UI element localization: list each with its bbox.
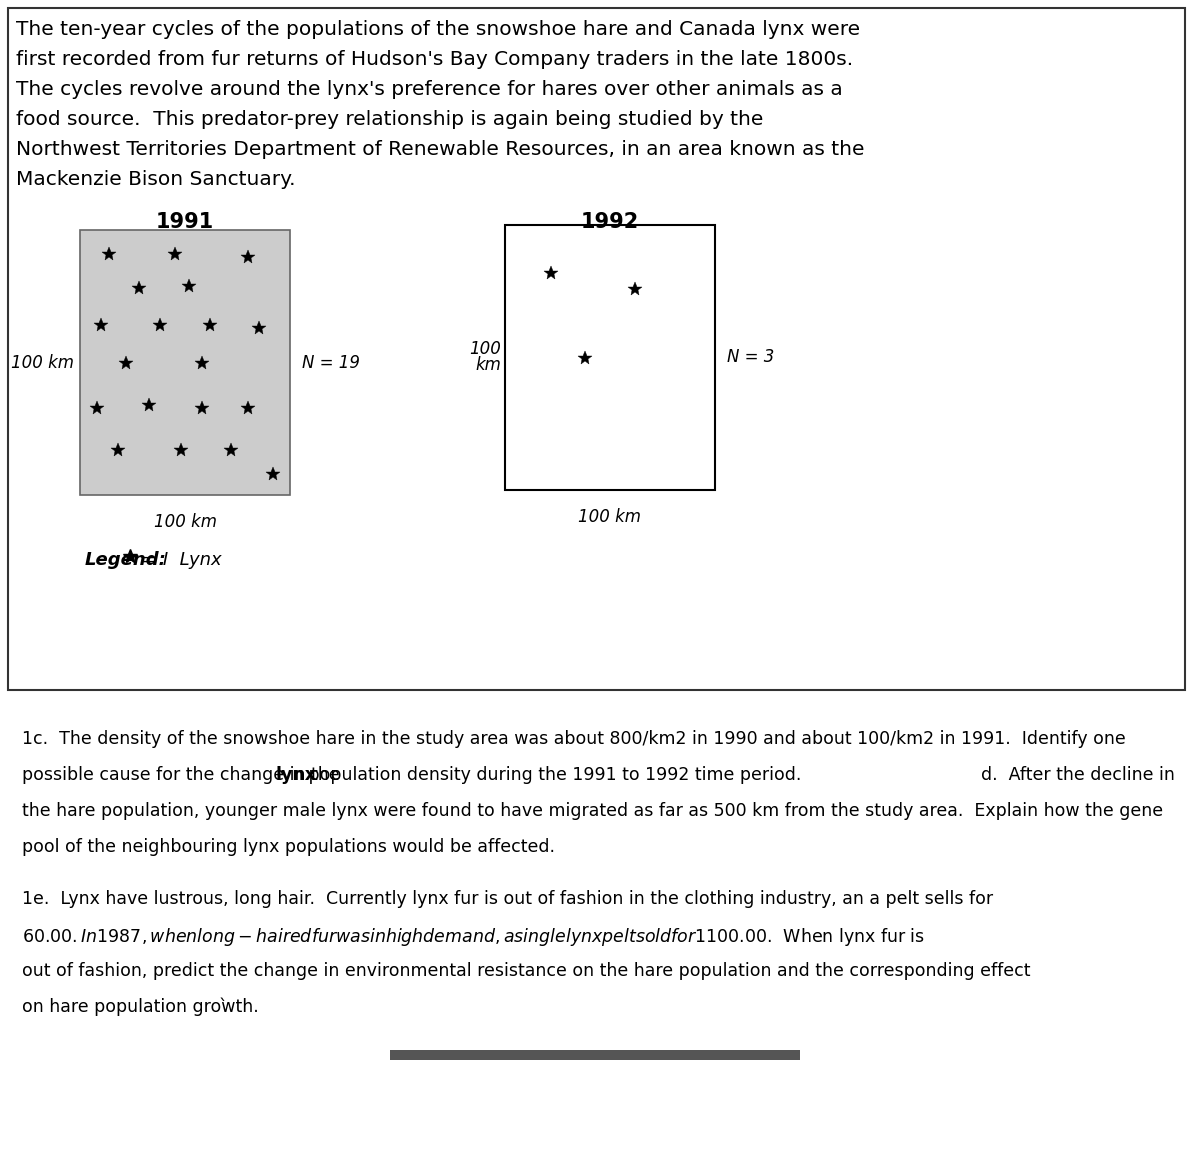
- Text: food source.  This predator-prey relationship is again being studied by the: food source. This predator-prey relation…: [16, 109, 763, 129]
- Text: the hare population, younger male lynx were found to have migrated as far as 500: the hare population, younger male lynx w…: [22, 802, 1163, 820]
- Text: N = 19: N = 19: [302, 354, 360, 371]
- Text: The cycles revolve around the lynx's preference for hares over other animals as : The cycles revolve around the lynx's pre…: [16, 79, 842, 99]
- Text: 100 km: 100 km: [578, 508, 642, 526]
- Text: The ten-year cycles of the populations of the snowshoe hare and Canada lynx were: The ten-year cycles of the populations o…: [16, 20, 860, 39]
- Text: km: km: [475, 356, 502, 374]
- Bar: [8, 8, 1186, 690]
- Text: = I  Lynx: = I Lynx: [142, 551, 222, 569]
- Text: lynx: lynx: [276, 766, 317, 785]
- Text: `: `: [218, 998, 227, 1016]
- Text: on hare population growth.: on hare population growth.: [22, 998, 259, 1016]
- Text: 100: 100: [469, 341, 502, 358]
- Text: 100 km: 100 km: [154, 513, 216, 531]
- Text: 1991: 1991: [156, 212, 214, 232]
- Bar: [80, 230, 290, 495]
- Text: 100 km: 100 km: [11, 354, 74, 371]
- Text: $60.00.  In 1987, when long-haired fur was in high demand, a single lynx pelt so: $60.00. In 1987, when long-haired fur wa…: [22, 926, 925, 948]
- Text: Northwest Territories Department of Renewable Resources, in an area known as the: Northwest Territories Department of Rene…: [16, 141, 864, 159]
- Bar: [505, 225, 715, 490]
- Text: out of fashion, predict the change in environmental resistance on the hare popul: out of fashion, predict the change in en…: [22, 962, 1031, 980]
- Text: pool of the neighbouring lynx populations would be affected.: pool of the neighbouring lynx population…: [22, 838, 554, 856]
- Text: 1992: 1992: [581, 212, 640, 232]
- Text: d.  After the decline in: d. After the decline in: [982, 766, 1175, 785]
- Text: N = 3: N = 3: [727, 349, 774, 366]
- Text: Legend:: Legend:: [85, 551, 167, 569]
- Text: Mackenzie Bison Sanctuary.: Mackenzie Bison Sanctuary.: [16, 170, 295, 189]
- Text: first recorded from fur returns of Hudson's Bay Company traders in the late 1800: first recorded from fur returns of Hudso…: [16, 50, 853, 69]
- Text: possible cause for the change in the: possible cause for the change in the: [22, 766, 346, 785]
- Bar: [390, 1049, 800, 1060]
- Text: population density during the 1991 to 1992 time period.: population density during the 1991 to 19…: [302, 766, 802, 785]
- Text: 1e.  Lynx have lustrous, long hair.  Currently lynx fur is out of fashion in the: 1e. Lynx have lustrous, long hair. Curre…: [22, 890, 994, 908]
- Text: 1c.  The density of the snowshoe hare in the study area was about 800/km2 in 199: 1c. The density of the snowshoe hare in …: [22, 730, 1126, 748]
